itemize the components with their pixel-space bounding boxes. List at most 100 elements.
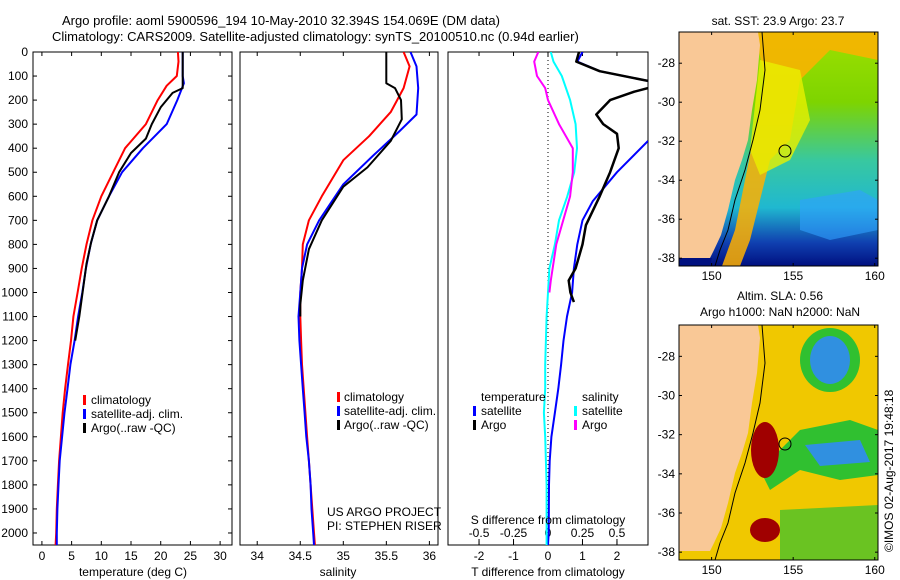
x-tick-label: 35.5 — [375, 549, 399, 563]
legend-label-s-argo: Argo — [582, 418, 608, 432]
sla-map-subtitle: Argo h1000: NaN h2000: NaN — [700, 305, 860, 319]
sla-map-title: Altim. SLA: 0.56 — [737, 289, 823, 303]
lat-tick-label: -30 — [658, 95, 676, 109]
x-tick-label: 2 — [614, 549, 621, 563]
salinity-lines — [297, 52, 420, 545]
temperature-plot-frame — [32, 51, 233, 546]
shelf-contour — [714, 325, 766, 560]
sla-warm-eddy — [751, 422, 779, 478]
sst-cool-patch — [800, 190, 878, 240]
shelf-contour — [714, 32, 766, 266]
x-tick-label: 34 — [251, 549, 265, 563]
land-mass — [679, 32, 760, 258]
series-line-argo-raw-qc- — [74, 52, 184, 341]
x-tick-label: 5 — [68, 549, 75, 563]
s-tick-label: 0.5 — [609, 526, 626, 540]
legend-label-t-argo: Argo — [481, 418, 507, 432]
lat-tick-label: -38 — [658, 251, 676, 265]
x-tick-label: 0 — [39, 549, 46, 563]
lat-tick-label: -36 — [658, 212, 676, 226]
legend-swatch-s-satellite — [574, 406, 577, 416]
sla-blue-band — [805, 440, 870, 466]
lat-tick-label: -36 — [658, 506, 676, 520]
legend-swatch-t-satellite — [473, 406, 476, 416]
y-tick-label: 1800 — [1, 478, 28, 492]
difference-legend: temperature salinity satellite Argo sate… — [473, 390, 623, 432]
temperature-xlabel: temperature (deg C) — [79, 565, 187, 579]
x-tick-label: 34.5 — [289, 549, 313, 563]
s-tick-label: -0.25 — [500, 526, 528, 540]
lat-tick-label: -32 — [658, 134, 676, 148]
lat-tick-label: -34 — [658, 467, 676, 481]
y-tick-label: 300 — [8, 117, 28, 131]
temperature-legend: climatology satellite-adj. clim. Argo(..… — [83, 393, 183, 435]
legend-swatch-satellite — [337, 406, 340, 416]
legend-label-t-satellite: satellite — [481, 404, 522, 418]
t-difference-label: T difference from climatology — [471, 565, 625, 579]
s-tick-label: -0.5 — [469, 526, 490, 540]
y-tick-label: 0 — [21, 45, 28, 59]
x-tick-label: -1 — [508, 549, 519, 563]
imos-credit: ©IMOS 02-Aug-2017 19:48:18 — [882, 389, 896, 552]
figure-title-line1: Argo profile: aoml 5900596_194 10-May-20… — [62, 13, 500, 28]
x-tick-label: 20 — [154, 549, 168, 563]
y-tick-label: 900 — [8, 261, 28, 275]
sst-map-image — [679, 32, 878, 266]
salinity-panel: 34 34.5 35 35.5 36 salinity climatology sate… — [239, 51, 442, 579]
legend-label-satellite: satellite-adj. clim. — [344, 404, 436, 418]
sla-map-frame — [678, 324, 879, 561]
legend-label-s-satellite: satellite — [582, 404, 623, 418]
sst-map-axes: 150 155 160 -28 -30 -32 -34 -36 -38 — [658, 32, 885, 283]
y-tick-label: 1100 — [2, 310, 28, 324]
y-tick-label: 700 — [8, 213, 28, 227]
legend-swatch-s-argo — [574, 420, 577, 430]
y-tick-label: 1600 — [1, 430, 28, 444]
lat-tick-label: -38 — [658, 545, 676, 559]
y-tick-label: 400 — [8, 141, 28, 155]
lat-tick-label: -28 — [658, 349, 676, 363]
x-tick-label: 0 — [545, 549, 552, 563]
lon-tick-label: 155 — [783, 563, 803, 577]
series-line-t-argo — [575, 52, 648, 83]
sla-map-panel: Altim. SLA: 0.56 Argo h1000: NaN h2000: … — [658, 289, 896, 577]
sst-southern-water — [679, 258, 712, 266]
sla-cold-eddy — [810, 336, 850, 384]
x-tick-label: 25 — [184, 549, 198, 563]
legend-label-satellite: satellite-adj. clim. — [91, 407, 183, 421]
sla-warm-eddy-south — [750, 518, 780, 542]
series-line-t-satellite-deep — [547, 140, 648, 545]
sla-southern-band — [780, 505, 878, 560]
difference-lines — [533, 52, 648, 545]
figure-title-line2: Climatology: CARS2009. Satellite-adjuste… — [52, 29, 579, 44]
argo-position-marker — [778, 437, 792, 451]
temperature-panel: 0100200300400500600700800900100011001200… — [1, 45, 233, 579]
y-tick-label: 800 — [8, 237, 28, 251]
x-tick-label: 30 — [213, 549, 227, 563]
land-mass — [679, 325, 760, 551]
sla-map-image — [679, 325, 878, 560]
x-tick-label: 15 — [124, 549, 138, 563]
legend-label-climatology: climatology — [344, 390, 404, 404]
x-tick-label: 10 — [95, 549, 109, 563]
lon-tick-label: 160 — [865, 269, 885, 283]
y-tick-label: 2000 — [1, 526, 28, 540]
y-tick-label: 1700 — [1, 454, 28, 468]
lon-tick-label: 150 — [702, 563, 722, 577]
s-difference-label: S difference from climatology — [471, 513, 626, 527]
y-tick-label: 1300 — [1, 358, 28, 372]
x-tick-label: 1 — [579, 549, 586, 563]
y-tick-label: 1500 — [1, 406, 28, 420]
temperature-lines — [54, 52, 185, 545]
lat-tick-label: -30 — [658, 389, 676, 403]
sst-map-panel: sat. SST: 23.9 Argo: 23.7 150 155 160 -28 -3… — [658, 14, 885, 283]
s-tick-label: 0.25 — [571, 526, 595, 540]
lat-tick-label: -32 — [658, 428, 676, 442]
y-tick-label: 1000 — [1, 285, 28, 299]
legend-swatch-argo — [337, 420, 340, 430]
legend-swatch-argo — [83, 423, 86, 433]
y-tick-label: 1400 — [1, 382, 28, 396]
lon-tick-label: 160 — [865, 563, 885, 577]
y-tick-label: 500 — [8, 165, 28, 179]
y-tick-label: 600 — [8, 189, 28, 203]
